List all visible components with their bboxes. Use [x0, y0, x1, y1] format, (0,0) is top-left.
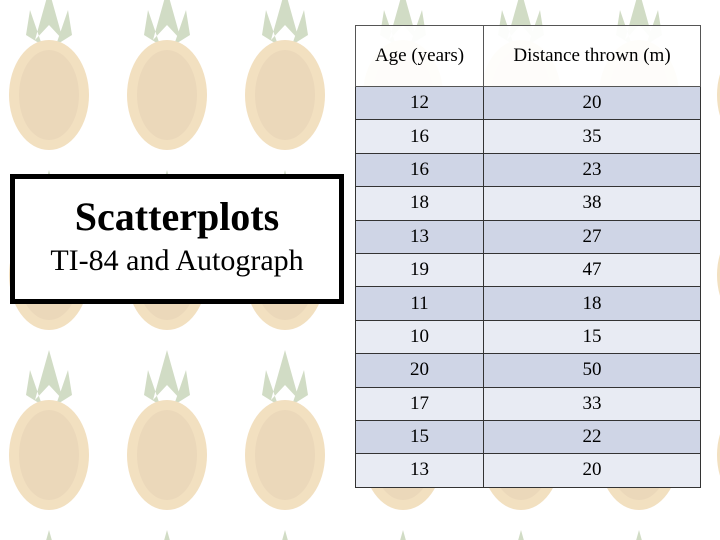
table-row: 12 20 — [354, 85, 701, 121]
table-cell: 15 — [354, 419, 485, 455]
table-cell: 16 — [354, 119, 485, 154]
table-cell: 20 — [483, 453, 701, 488]
header-cell: Distance thrown (m) — [483, 25, 701, 87]
table-cell: 35 — [483, 119, 701, 154]
table-cell: 15 — [483, 319, 701, 355]
table-row: 13 20 — [354, 453, 701, 488]
subtitle: TI-84 and Autograph — [50, 244, 304, 277]
table-row: 18 38 — [354, 186, 701, 221]
table-cell: 12 — [354, 85, 485, 121]
table-cell: 20 — [483, 85, 701, 121]
data-table: Age (years) Distance thrown (m) 12 20 16 35 1… — [354, 25, 701, 488]
table-row: 19 47 — [354, 252, 701, 288]
header-row: Age (years) Distance thrown (m) — [354, 25, 701, 87]
table-cell: 23 — [483, 152, 701, 188]
table-cell: 20 — [354, 353, 485, 388]
table-cell: 18 — [354, 186, 485, 221]
table-cell: 13 — [354, 219, 485, 254]
table-row: 16 23 — [354, 152, 701, 188]
table-cell: 10 — [354, 319, 485, 355]
title-box: Scatterplots TI-84 and Autograph — [10, 174, 344, 304]
table-cell: 18 — [483, 286, 701, 321]
table-cell: 19 — [354, 252, 485, 288]
table-cell: 38 — [483, 186, 701, 221]
table-cell: 47 — [483, 252, 701, 288]
table-row: 17 33 — [354, 386, 701, 421]
table-cell: 11 — [354, 286, 485, 321]
table-cell: 13 — [354, 453, 485, 488]
table-row: 20 50 — [354, 353, 701, 388]
table-row: 16 35 — [354, 119, 701, 154]
table-cell: 16 — [354, 152, 485, 188]
header-cell: Age (years) — [354, 25, 485, 87]
table-row: 10 15 — [354, 319, 701, 355]
table-row: 11 18 — [354, 286, 701, 321]
title: Scatterplots — [74, 194, 280, 239]
table-cell: 33 — [483, 386, 701, 421]
table-cell: 17 — [354, 386, 485, 421]
table-cell: 22 — [483, 419, 701, 455]
table-row: 15 22 — [354, 419, 701, 455]
table-row: 13 27 — [354, 219, 701, 254]
table-cell: 50 — [483, 353, 701, 388]
table-cell: 27 — [483, 219, 701, 254]
